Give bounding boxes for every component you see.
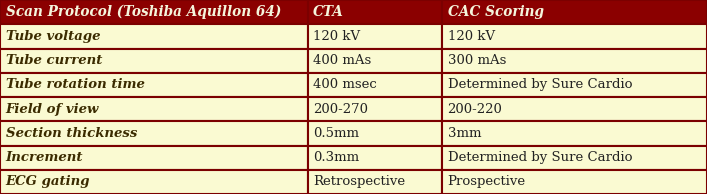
Bar <box>0 48 308 73</box>
Bar <box>308 48 442 73</box>
Bar <box>442 146 707 170</box>
Bar <box>308 146 442 170</box>
Text: 120 kV: 120 kV <box>448 30 495 43</box>
Text: CTA: CTA <box>313 5 344 19</box>
Text: 200-270: 200-270 <box>313 103 368 116</box>
Bar <box>442 0 707 24</box>
Bar <box>442 121 707 146</box>
Text: Tube rotation time: Tube rotation time <box>6 78 144 91</box>
Bar <box>308 0 442 24</box>
Bar <box>442 170 707 194</box>
Bar <box>442 24 707 48</box>
Bar <box>442 48 707 73</box>
Text: 400 msec: 400 msec <box>313 78 377 91</box>
Bar <box>0 24 308 48</box>
Text: Tube current: Tube current <box>6 54 102 67</box>
Text: Tube voltage: Tube voltage <box>6 30 100 43</box>
Text: Prospective: Prospective <box>448 175 526 188</box>
Bar <box>308 170 442 194</box>
Text: Determined by Sure Cardio: Determined by Sure Cardio <box>448 151 632 164</box>
Text: Scan Protocol (Toshiba Aquillon 64): Scan Protocol (Toshiba Aquillon 64) <box>6 5 281 19</box>
Text: ECG gating: ECG gating <box>6 175 90 188</box>
Text: 0.5mm: 0.5mm <box>313 127 359 140</box>
Text: Increment: Increment <box>6 151 83 164</box>
Bar <box>0 0 308 24</box>
Text: Determined by Sure Cardio: Determined by Sure Cardio <box>448 78 632 91</box>
Text: 300 mAs: 300 mAs <box>448 54 506 67</box>
Text: Retrospective: Retrospective <box>313 175 405 188</box>
Bar <box>0 97 308 121</box>
Bar <box>0 146 308 170</box>
Text: 3mm: 3mm <box>448 127 481 140</box>
Bar <box>308 24 442 48</box>
Bar <box>442 73 707 97</box>
Text: CAC Scoring: CAC Scoring <box>448 5 544 19</box>
Text: 120 kV: 120 kV <box>313 30 361 43</box>
Bar <box>308 73 442 97</box>
Text: Section thickness: Section thickness <box>6 127 137 140</box>
Bar <box>308 97 442 121</box>
Text: 200-220: 200-220 <box>448 103 503 116</box>
Text: 0.3mm: 0.3mm <box>313 151 359 164</box>
Bar <box>0 121 308 146</box>
Text: Field of view: Field of view <box>6 103 99 116</box>
Bar <box>442 97 707 121</box>
Bar <box>308 121 442 146</box>
Bar <box>0 73 308 97</box>
Text: 400 mAs: 400 mAs <box>313 54 371 67</box>
Bar <box>0 170 308 194</box>
